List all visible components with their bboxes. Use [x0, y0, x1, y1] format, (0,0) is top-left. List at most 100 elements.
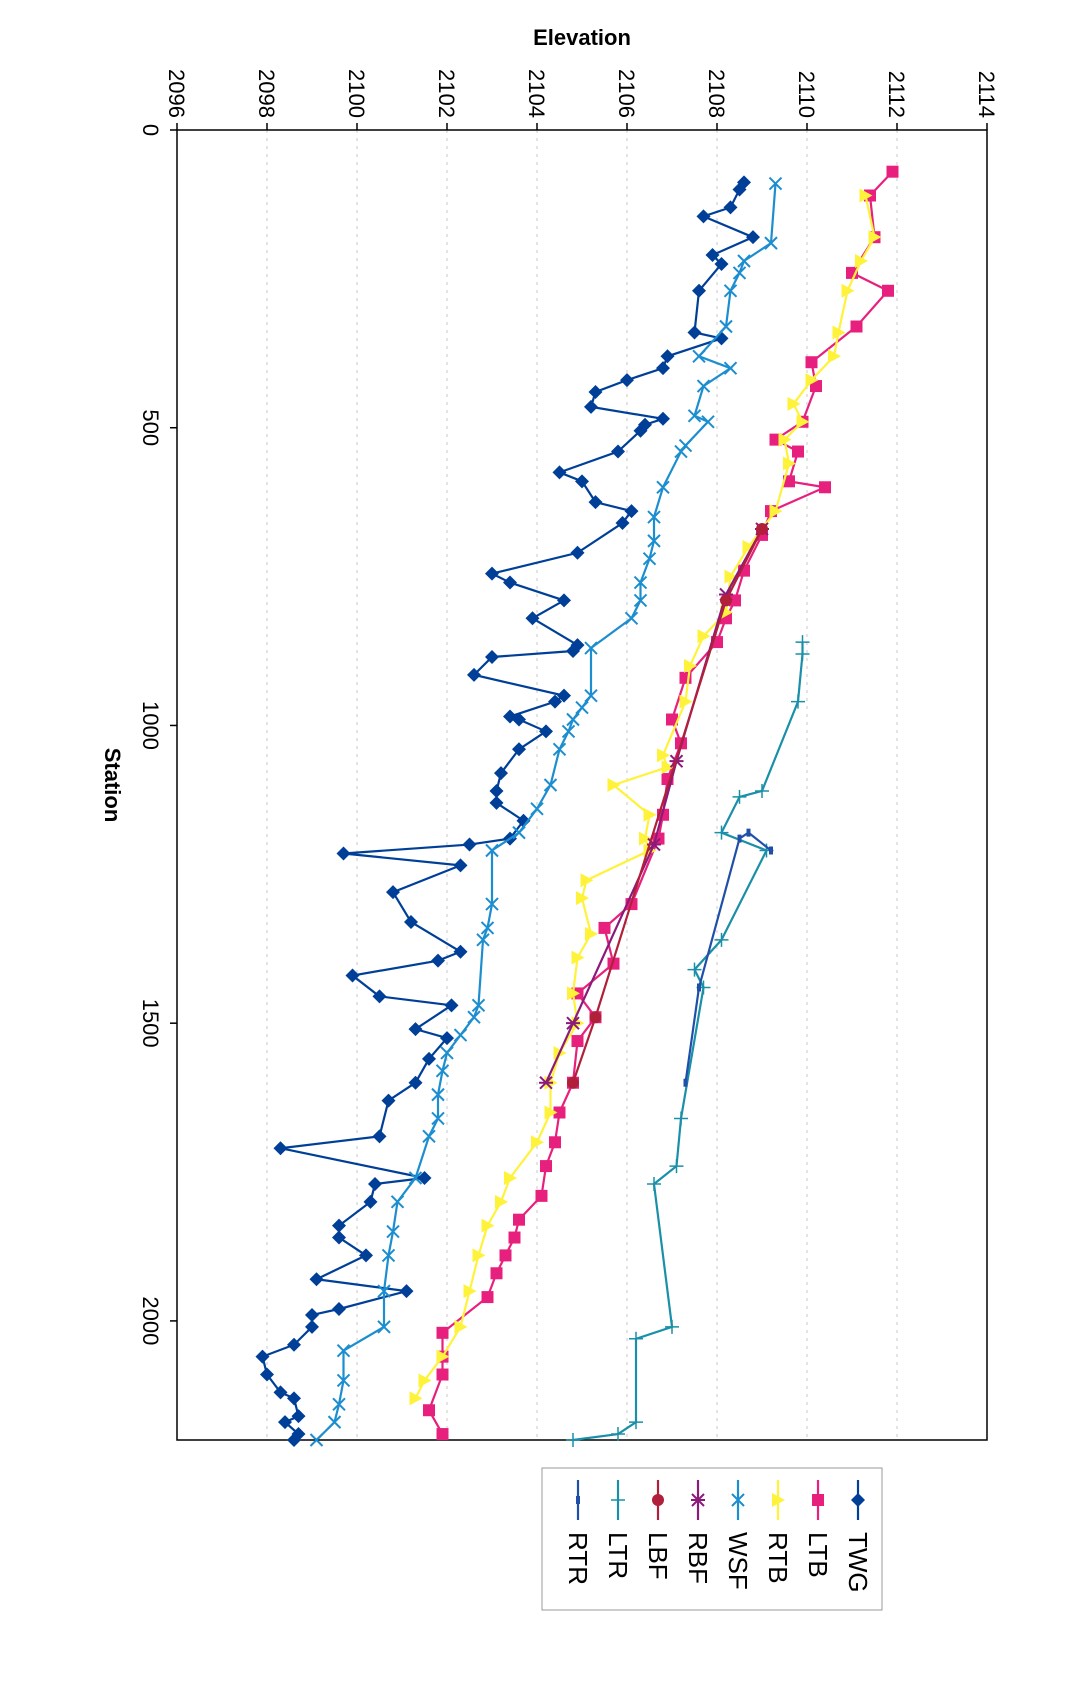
- series-wsf-point: [584, 688, 598, 703]
- series-twg-point: [372, 1129, 387, 1144]
- y-tick-label: 2100: [344, 69, 369, 118]
- x-tick-label: 1000: [138, 701, 163, 750]
- legend-label: WSF: [723, 1532, 753, 1590]
- series-wsf-point: [390, 1195, 405, 1209]
- series-rtb-point: [639, 831, 652, 846]
- series-twg-point: [287, 1337, 301, 1352]
- series-ltb-point: [783, 475, 795, 488]
- series-ltb-point: [549, 1136, 561, 1149]
- y-tick-label: 2112: [884, 71, 909, 118]
- series-wsf-point: [408, 1171, 423, 1185]
- series-twg: [255, 175, 760, 1447]
- series-ltr-point: [665, 1319, 679, 1334]
- series-ltb-point: [535, 1189, 548, 1202]
- series-wsf-point: [701, 415, 715, 429]
- series-twg-point: [656, 411, 670, 426]
- series-wsf-point: [633, 575, 648, 590]
- series-ltb-point: [805, 356, 818, 369]
- series-twg-point: [624, 504, 639, 519]
- series-wsf-point: [377, 1284, 391, 1298]
- series-rtb-point: [679, 694, 693, 709]
- series-ltr-point: [755, 783, 769, 798]
- series-twg-point: [633, 423, 648, 438]
- legend: TWG LTB RTB WSF RBF LBF LTR RTR: [541, 1467, 883, 1611]
- series-wsf-point: [723, 361, 738, 375]
- y-tick-label: 2102: [434, 69, 459, 118]
- series-ltb-point: [598, 921, 611, 934]
- series-twg-point: [305, 1307, 319, 1322]
- series-rbf-point: [539, 1076, 553, 1090]
- series-ltr-point: [669, 1159, 684, 1174]
- series-wsf-point: [764, 236, 778, 250]
- series-twg-point: [485, 566, 499, 581]
- series-rtb-point: [769, 504, 783, 519]
- series-ltb-point: [513, 1213, 525, 1226]
- series-rtb-point: [418, 1373, 432, 1388]
- series-rtb-point: [585, 926, 598, 941]
- series-wsf-point: [453, 1028, 468, 1042]
- series-twg-point: [332, 1218, 346, 1233]
- legend-swatch-marker: [652, 1494, 664, 1506]
- y-tick-label: 2096: [164, 69, 189, 118]
- series-ltr-point: [687, 962, 702, 977]
- series-lbf-point: [756, 522, 768, 535]
- series-wsf-point: [435, 1064, 450, 1078]
- series-rtb-point: [472, 1248, 486, 1263]
- legend-item-wsf: WSF: [723, 1480, 753, 1590]
- series-ltr-point: [714, 825, 729, 840]
- series-twg-point: [503, 575, 517, 590]
- series-twg-point: [255, 1349, 270, 1364]
- series-twg-point: [444, 998, 459, 1013]
- series-ltb-point: [423, 1404, 435, 1417]
- series-twg-point: [489, 795, 504, 810]
- series-twg-point: [732, 182, 747, 197]
- series-twg-point: [714, 256, 729, 271]
- series-rtb-point: [868, 230, 882, 245]
- legend-item-ltb: LTB: [803, 1480, 833, 1578]
- series-twg-point: [512, 742, 526, 757]
- series-rtb-point: [463, 1284, 477, 1299]
- series-ltb-point: [481, 1291, 494, 1304]
- series-wsf-point: [552, 742, 567, 756]
- series-twg-point: [485, 649, 499, 664]
- series-wsf-point: [422, 1129, 436, 1144]
- series-twg-point: [584, 399, 598, 414]
- legend-label: RTR: [563, 1532, 593, 1585]
- series-rtb-point: [805, 373, 819, 388]
- series-wsf-point: [467, 1010, 481, 1024]
- series-twg-point: [453, 858, 468, 873]
- series-twg-point: [462, 837, 477, 852]
- series-rtb-point: [571, 950, 585, 965]
- series-wsf-point: [332, 1397, 346, 1411]
- series-twg-point: [386, 885, 400, 900]
- series-wsf-point: [647, 534, 661, 548]
- series-wsf-point: [647, 510, 661, 524]
- series-twg-point: [692, 283, 706, 298]
- series-twg-point: [278, 1415, 292, 1430]
- series-twg-point: [723, 200, 738, 215]
- series-twg-point: [539, 724, 553, 739]
- series-ltb-point: [882, 284, 894, 297]
- series-wsf-point: [768, 176, 783, 191]
- series-rtb-point: [495, 1194, 508, 1209]
- series-twg-point: [489, 783, 504, 798]
- series-lbf-line: [571, 528, 763, 1084]
- y-tick-label: 2104: [524, 69, 549, 118]
- series-rtb-point: [544, 1105, 558, 1120]
- series-rtb-point: [454, 1319, 468, 1334]
- series-lbf-point: [720, 594, 732, 607]
- series-ltr: [566, 635, 810, 1447]
- series-twg-point: [548, 694, 562, 709]
- series-rtb-point: [531, 1135, 544, 1150]
- series-twg-point: [359, 1248, 373, 1263]
- series-twg-point: [287, 1391, 301, 1406]
- series-twg-point: [512, 712, 526, 727]
- series-rtb-point: [841, 283, 855, 298]
- series-ltr-point: [566, 1433, 580, 1447]
- series-twg-point: [746, 230, 760, 245]
- legend-item-rtr: RTR: [563, 1480, 593, 1585]
- legend-label: LTB: [803, 1532, 833, 1578]
- series-twg-point: [417, 1171, 432, 1185]
